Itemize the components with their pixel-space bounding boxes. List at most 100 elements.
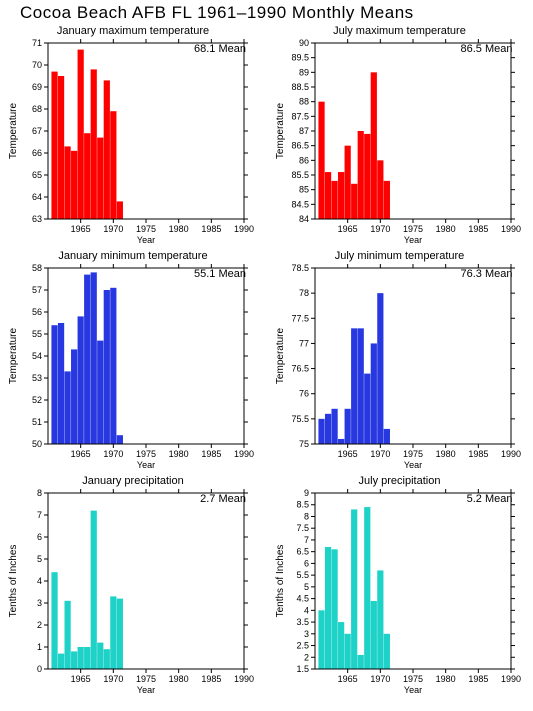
bar <box>318 610 324 669</box>
bar <box>331 549 337 669</box>
bar <box>97 138 103 219</box>
chart-svg: 012345678196519701975198019851990YearTen… <box>0 487 266 699</box>
bar <box>338 622 344 669</box>
chart-panel: July precipitation5.2 Mean1.522.533.544.… <box>267 475 533 700</box>
svg-text:70: 70 <box>32 60 42 70</box>
svg-text:1965: 1965 <box>337 674 357 684</box>
bar <box>97 643 103 669</box>
bar <box>357 655 363 669</box>
svg-text:Year: Year <box>403 685 421 695</box>
svg-text:3.5: 3.5 <box>296 617 309 627</box>
svg-text:3: 3 <box>37 598 42 608</box>
panel-title: January precipitation <box>0 475 266 487</box>
svg-text:6: 6 <box>303 558 308 568</box>
bar <box>318 419 324 444</box>
svg-text:1970: 1970 <box>370 674 390 684</box>
svg-text:89.5: 89.5 <box>291 53 309 63</box>
bar <box>383 634 389 669</box>
svg-text:5: 5 <box>37 554 42 564</box>
chart-panel: July minimum temperature76.3 Mean7575.57… <box>267 250 533 475</box>
svg-text:90: 90 <box>298 38 308 48</box>
svg-text:9: 9 <box>303 488 308 498</box>
svg-text:89: 89 <box>298 67 308 77</box>
main-title: Cocoa Beach AFB FL 1961–1990 Monthly Mea… <box>20 3 414 23</box>
svg-text:Temperature: Temperature <box>275 102 286 159</box>
svg-text:86: 86 <box>298 155 308 165</box>
svg-text:7: 7 <box>37 510 42 520</box>
svg-text:4.5: 4.5 <box>296 594 309 604</box>
svg-text:87: 87 <box>298 126 308 136</box>
svg-text:1.5: 1.5 <box>296 664 309 674</box>
bar <box>110 288 116 444</box>
svg-text:78: 78 <box>298 288 308 298</box>
svg-text:87.5: 87.5 <box>291 111 309 121</box>
svg-text:56: 56 <box>32 307 42 317</box>
chart-panel: January minimum temperature55.1 Mean5051… <box>0 250 266 475</box>
svg-text:54: 54 <box>32 351 42 361</box>
svg-text:1970: 1970 <box>103 224 123 234</box>
svg-text:75: 75 <box>298 439 308 449</box>
svg-text:76.5: 76.5 <box>291 364 309 374</box>
bar <box>51 72 57 219</box>
svg-text:1975: 1975 <box>402 224 422 234</box>
svg-text:1990: 1990 <box>500 674 520 684</box>
bar <box>84 133 90 219</box>
panel-title: July precipitation <box>267 475 533 487</box>
svg-text:77.5: 77.5 <box>291 313 309 323</box>
bar <box>78 647 84 669</box>
svg-text:1990: 1990 <box>500 449 520 459</box>
svg-text:1975: 1975 <box>402 674 422 684</box>
svg-text:5: 5 <box>303 582 308 592</box>
bar <box>64 371 70 444</box>
bar <box>110 111 116 219</box>
bar <box>377 160 383 219</box>
svg-text:63: 63 <box>32 214 42 224</box>
bar <box>331 409 337 444</box>
svg-text:88: 88 <box>298 97 308 107</box>
bar <box>117 599 123 669</box>
chart-svg: 6364656667686970711965197019751980198519… <box>0 37 266 249</box>
bar <box>370 72 376 219</box>
svg-text:57: 57 <box>32 285 42 295</box>
svg-text:69: 69 <box>32 82 42 92</box>
svg-text:1975: 1975 <box>136 449 156 459</box>
panel-title: January minimum temperature <box>0 250 266 262</box>
svg-text:1980: 1980 <box>435 449 455 459</box>
svg-text:1990: 1990 <box>234 449 254 459</box>
svg-text:1965: 1965 <box>71 674 91 684</box>
bar <box>357 328 363 444</box>
svg-text:75.5: 75.5 <box>291 414 309 424</box>
bar <box>324 547 330 669</box>
svg-text:53: 53 <box>32 373 42 383</box>
svg-text:8: 8 <box>37 488 42 498</box>
svg-text:4: 4 <box>37 576 42 586</box>
bar <box>383 429 389 444</box>
svg-text:2: 2 <box>303 652 308 662</box>
svg-text:77: 77 <box>298 338 308 348</box>
svg-text:2.5: 2.5 <box>296 641 309 651</box>
bar <box>351 328 357 444</box>
svg-text:4: 4 <box>303 605 308 615</box>
bar <box>383 181 389 219</box>
chart-svg: 1.522.533.544.555.566.577.588.5919651970… <box>267 487 533 699</box>
svg-text:1985: 1985 <box>468 449 488 459</box>
bar <box>364 507 370 669</box>
svg-text:Temperature: Temperature <box>8 327 19 384</box>
bar <box>357 131 363 219</box>
svg-text:6: 6 <box>37 532 42 542</box>
bar <box>91 511 97 669</box>
page: Cocoa Beach AFB FL 1961–1990 Monthly Mea… <box>0 0 533 711</box>
svg-text:1970: 1970 <box>103 449 123 459</box>
bar <box>370 601 376 669</box>
svg-text:Year: Year <box>403 235 421 245</box>
svg-text:7: 7 <box>303 535 308 545</box>
bar <box>377 570 383 669</box>
svg-text:64: 64 <box>32 192 42 202</box>
svg-text:76: 76 <box>298 389 308 399</box>
svg-text:88.5: 88.5 <box>291 82 309 92</box>
bar <box>58 654 64 669</box>
bar <box>344 634 350 669</box>
bar <box>338 439 344 444</box>
svg-text:Temperature: Temperature <box>275 327 286 384</box>
bar <box>58 323 64 444</box>
